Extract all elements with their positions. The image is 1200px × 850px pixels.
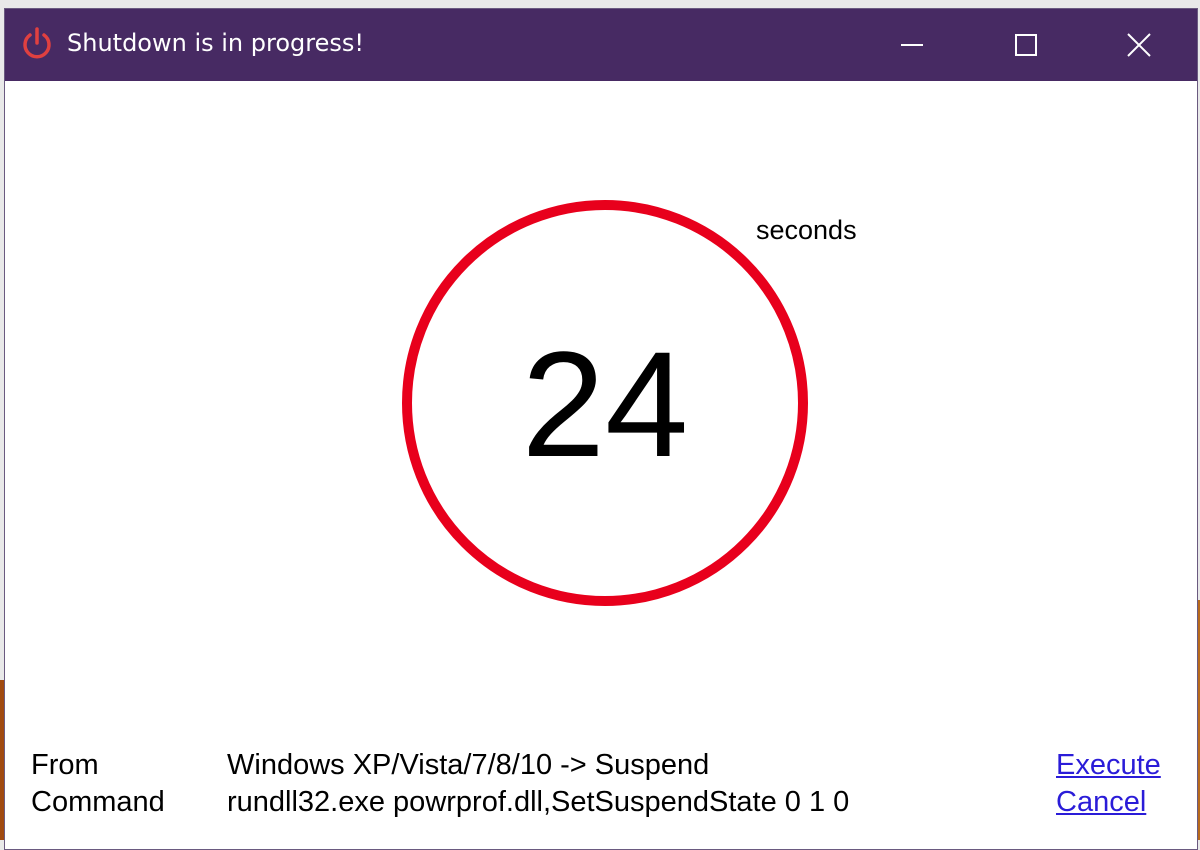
- close-icon: [1127, 33, 1151, 57]
- maximize-button[interactable]: [991, 17, 1061, 73]
- command-label: Command: [31, 786, 165, 818]
- from-value: Windows XP/Vista/7/8/10 -> Suspend: [227, 749, 710, 781]
- title-bar[interactable]: Shutdown is in progress!: [5, 9, 1197, 81]
- countdown-value: 24: [521, 320, 689, 488]
- minimize-icon: [901, 44, 923, 46]
- minimize-button[interactable]: [877, 17, 947, 73]
- maximize-icon: [1015, 34, 1037, 56]
- close-button[interactable]: [1104, 17, 1174, 73]
- shutdown-dialog: Shutdown is in progress! 24 seconds From…: [4, 8, 1198, 850]
- background-desktop-left: [0, 680, 5, 840]
- command-value: rundll32.exe powrprof.dll,SetSuspendStat…: [227, 786, 850, 818]
- countdown-unit: seconds: [756, 215, 857, 245]
- countdown-ring: [402, 200, 808, 606]
- from-label: From: [31, 749, 99, 781]
- power-icon: [23, 27, 51, 59]
- cancel-link[interactable]: Cancel: [1056, 786, 1147, 818]
- execute-link[interactable]: Execute: [1056, 749, 1161, 781]
- window-title: Shutdown is in progress!: [67, 29, 364, 57]
